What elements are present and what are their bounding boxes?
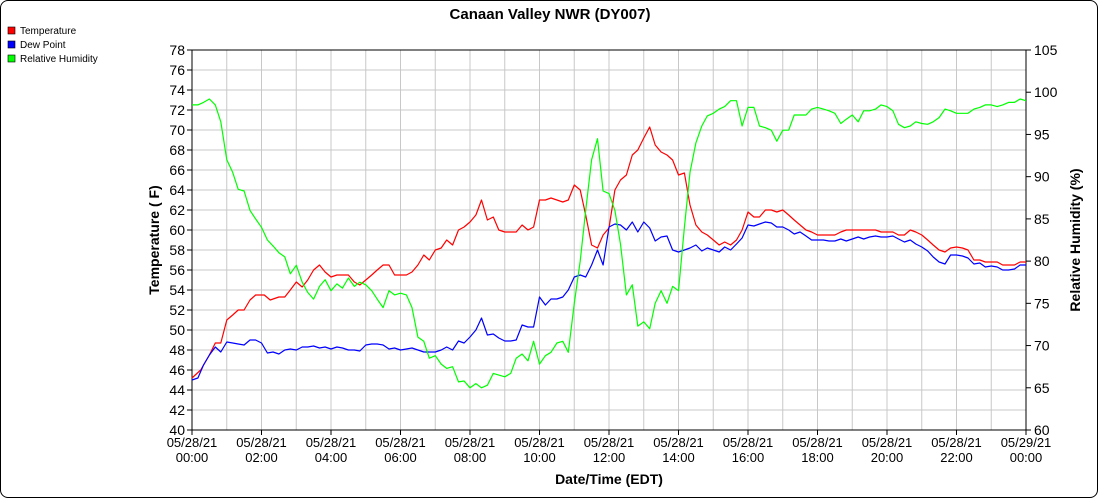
legend-swatch-dew-point xyxy=(7,40,16,49)
legend-swatch-relative-humidity xyxy=(7,54,16,63)
x-tick-time: 06:00 xyxy=(384,450,417,465)
y-right-tick-label: 90 xyxy=(1034,169,1050,185)
y-right-tick-label: 105 xyxy=(1034,42,1058,58)
y-right-tick-label: 85 xyxy=(1034,211,1050,227)
x-tick-date: 05/28/21 xyxy=(653,435,704,450)
series-line-temperature xyxy=(191,126,1026,379)
y-left-tick-label: 74 xyxy=(169,82,185,98)
series-line-relative-humidity xyxy=(192,98,1027,389)
series-line-dew-point xyxy=(191,221,1026,381)
chart-title: Canaan Valley NWR (DY007) xyxy=(450,6,651,23)
y-left-tick-label: 40 xyxy=(169,422,185,438)
y-left-tick-label: 52 xyxy=(169,302,185,318)
y-axis-left-title: Temperature ( F) xyxy=(146,185,162,294)
x-tick-time: 20:00 xyxy=(871,450,904,465)
y-left-tick-label: 58 xyxy=(169,242,185,258)
x-tick-time: 18:00 xyxy=(801,450,834,465)
grid xyxy=(191,49,1027,431)
y-right-tick-label: 100 xyxy=(1034,84,1058,100)
y-left-tick-label: 68 xyxy=(169,142,185,158)
y-left-tick-label: 60 xyxy=(169,222,185,238)
y-right-tick-label: 75 xyxy=(1034,295,1050,311)
x-tick-time: 02:00 xyxy=(245,450,278,465)
y-right-tick-label: 70 xyxy=(1034,338,1050,354)
x-tick-date: 05/28/21 xyxy=(584,435,635,450)
y-left-tick-label: 62 xyxy=(169,202,185,218)
x-tick-time: 00:00 xyxy=(1010,450,1043,465)
y-axis-left: 40 42 44 46 48 50 52 54 56 58 60 62 64 66 68 70 72 74 76 78 xyxy=(169,42,192,438)
x-tick-date: 05/28/21 xyxy=(236,435,287,450)
y-left-tick-label: 54 xyxy=(169,282,185,298)
x-tick-date: 05/28/21 xyxy=(862,435,913,450)
x-tick-time: 14:00 xyxy=(662,450,695,465)
y-right-tick-label: 60 xyxy=(1034,422,1050,438)
x-tick-time: 04:00 xyxy=(315,450,348,465)
legend-label-temperature: Temperature xyxy=(20,26,77,37)
y-left-tick-label: 72 xyxy=(169,102,185,118)
x-tick-date: 05/28/21 xyxy=(445,435,496,450)
y-left-tick-label: 66 xyxy=(169,162,185,178)
x-tick-date: 05/28/21 xyxy=(306,435,357,450)
x-tick-date: 05/29/21 xyxy=(1001,435,1052,450)
y-axis-right: 60 65 70 75 80 85 90 95 100 105 xyxy=(1026,42,1058,438)
legend-label-dew-point: Dew Point xyxy=(20,40,66,51)
y-left-tick-label: 76 xyxy=(169,62,185,78)
x-tick-date: 05/28/21 xyxy=(375,435,426,450)
x-tick-time: 22:00 xyxy=(940,450,973,465)
y-left-tick-label: 56 xyxy=(169,262,185,278)
legend-label-relative-humidity: Relative Humidity xyxy=(20,54,98,65)
y-right-tick-label: 65 xyxy=(1034,380,1050,396)
y-left-tick-label: 64 xyxy=(169,182,185,198)
y-axis-right-title: Relative Humidity (%) xyxy=(1067,168,1083,311)
y-left-tick-label: 44 xyxy=(169,382,185,398)
x-tick-time: 08:00 xyxy=(454,450,487,465)
x-tick-date: 05/28/21 xyxy=(514,435,565,450)
x-tick-date: 05/28/21 xyxy=(792,435,843,450)
y-left-tick-label: 48 xyxy=(169,342,185,358)
x-tick-date: 05/28/21 xyxy=(167,435,218,450)
x-tick-date: 05/28/21 xyxy=(931,435,982,450)
x-tick-date: 05/28/21 xyxy=(723,435,774,450)
x-tick-time: 12:00 xyxy=(593,450,626,465)
y-right-tick-label: 80 xyxy=(1034,253,1050,269)
x-tick-time: 10:00 xyxy=(523,450,556,465)
x-tick-time: 00:00 xyxy=(176,450,209,465)
y-left-tick-label: 42 xyxy=(169,402,185,418)
legend-swatch-temperature xyxy=(7,26,16,35)
series xyxy=(191,98,1027,389)
x-tick-time: 16:00 xyxy=(732,450,765,465)
x-axis-title: Date/Time (EDT) xyxy=(555,471,663,487)
y-right-tick-label: 95 xyxy=(1034,126,1050,142)
y-left-tick-label: 78 xyxy=(169,42,185,58)
x-axis: 05/28/2100:0005/28/2102:0005/28/2104:000… xyxy=(167,430,1052,465)
y-left-tick-label: 50 xyxy=(169,322,185,338)
y-left-tick-label: 70 xyxy=(169,122,185,138)
y-left-tick-label: 46 xyxy=(169,362,185,378)
legend: Temperature Dew Point Relative Humidity xyxy=(7,26,98,65)
